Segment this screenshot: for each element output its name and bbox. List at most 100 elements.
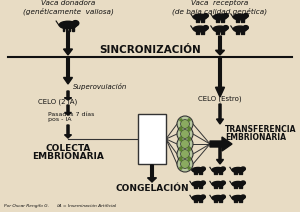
Circle shape bbox=[179, 126, 183, 130]
Text: Pasados 7 días
pos - IA: Pasados 7 días pos - IA bbox=[48, 112, 94, 122]
Bar bbox=[239, 171, 240, 174]
Text: Por Oscar Rengifo G.      IA = Inseminación Artificial: Por Oscar Rengifo G. IA = Inseminación A… bbox=[4, 204, 116, 208]
Bar bbox=[219, 171, 220, 174]
Bar bbox=[199, 185, 200, 188]
Ellipse shape bbox=[192, 181, 204, 187]
Ellipse shape bbox=[201, 167, 205, 171]
Circle shape bbox=[181, 160, 189, 168]
Circle shape bbox=[179, 158, 183, 162]
Bar bbox=[218, 30, 219, 34]
Bar bbox=[69, 27, 70, 31]
Ellipse shape bbox=[241, 181, 245, 185]
Text: COLECTA: COLECTA bbox=[45, 144, 91, 153]
Circle shape bbox=[181, 130, 189, 138]
Ellipse shape bbox=[213, 14, 227, 20]
Bar bbox=[201, 30, 202, 34]
Bar bbox=[234, 185, 235, 188]
FancyArrow shape bbox=[64, 91, 71, 100]
Circle shape bbox=[187, 138, 191, 142]
Bar bbox=[199, 171, 200, 174]
Bar bbox=[219, 199, 220, 202]
Bar bbox=[223, 18, 224, 22]
Bar bbox=[194, 185, 195, 188]
Ellipse shape bbox=[192, 195, 204, 201]
Bar bbox=[241, 18, 242, 22]
Circle shape bbox=[187, 126, 191, 130]
Circle shape bbox=[177, 156, 193, 172]
Bar bbox=[216, 185, 217, 188]
Ellipse shape bbox=[241, 195, 245, 199]
Ellipse shape bbox=[193, 14, 207, 20]
FancyArrow shape bbox=[148, 165, 157, 182]
Bar bbox=[239, 185, 240, 188]
Ellipse shape bbox=[203, 26, 208, 30]
FancyArrow shape bbox=[215, 58, 224, 97]
Bar bbox=[218, 18, 219, 22]
Ellipse shape bbox=[59, 21, 77, 29]
Circle shape bbox=[181, 139, 189, 148]
Bar bbox=[196, 30, 197, 34]
Circle shape bbox=[179, 156, 183, 160]
FancyArrow shape bbox=[217, 104, 224, 124]
Ellipse shape bbox=[232, 167, 244, 173]
Bar bbox=[236, 171, 237, 174]
Ellipse shape bbox=[233, 14, 247, 20]
Bar bbox=[243, 30, 244, 34]
Bar bbox=[203, 30, 204, 34]
FancyArrow shape bbox=[64, 125, 71, 138]
Bar bbox=[196, 171, 197, 174]
Bar bbox=[241, 199, 242, 202]
Circle shape bbox=[187, 118, 191, 122]
Circle shape bbox=[177, 146, 193, 162]
Bar bbox=[198, 18, 199, 22]
Bar bbox=[243, 18, 244, 22]
Bar bbox=[241, 171, 242, 174]
Text: CONGELACIÓN: CONGELACIÓN bbox=[115, 184, 189, 193]
Circle shape bbox=[179, 146, 183, 150]
Bar bbox=[241, 185, 242, 188]
Bar bbox=[201, 18, 202, 22]
Bar bbox=[236, 30, 237, 34]
Ellipse shape bbox=[201, 195, 205, 199]
Bar bbox=[196, 199, 197, 202]
Ellipse shape bbox=[221, 167, 225, 171]
Text: CELO (2 IA): CELO (2 IA) bbox=[38, 99, 77, 105]
Bar bbox=[62, 27, 64, 31]
Bar bbox=[221, 185, 222, 188]
Bar bbox=[221, 30, 222, 34]
Bar bbox=[234, 171, 235, 174]
Bar bbox=[238, 30, 239, 34]
Ellipse shape bbox=[241, 167, 245, 171]
Bar bbox=[221, 199, 222, 202]
FancyArrow shape bbox=[217, 146, 224, 164]
Ellipse shape bbox=[223, 14, 228, 18]
Bar bbox=[223, 30, 224, 34]
Bar bbox=[138, 114, 166, 164]
Ellipse shape bbox=[193, 26, 207, 32]
Bar bbox=[203, 18, 204, 22]
Bar bbox=[238, 18, 239, 22]
Circle shape bbox=[179, 118, 183, 122]
Bar bbox=[216, 171, 217, 174]
Ellipse shape bbox=[201, 181, 205, 185]
Bar bbox=[214, 171, 215, 174]
Text: EMBRIONARIA: EMBRIONARIA bbox=[32, 152, 104, 161]
Ellipse shape bbox=[212, 181, 224, 187]
Bar bbox=[219, 185, 220, 188]
Text: CELO (Estro): CELO (Estro) bbox=[198, 96, 242, 102]
Circle shape bbox=[181, 150, 189, 158]
Ellipse shape bbox=[233, 26, 247, 32]
Bar bbox=[66, 27, 67, 31]
Circle shape bbox=[187, 156, 191, 160]
Bar bbox=[241, 30, 242, 34]
Bar bbox=[216, 199, 217, 202]
Circle shape bbox=[177, 116, 193, 132]
Bar bbox=[221, 171, 222, 174]
Circle shape bbox=[177, 136, 193, 152]
Circle shape bbox=[179, 128, 183, 132]
Ellipse shape bbox=[221, 195, 225, 199]
Bar bbox=[198, 30, 199, 34]
Circle shape bbox=[187, 148, 191, 152]
Bar bbox=[234, 199, 235, 202]
Circle shape bbox=[187, 166, 191, 170]
